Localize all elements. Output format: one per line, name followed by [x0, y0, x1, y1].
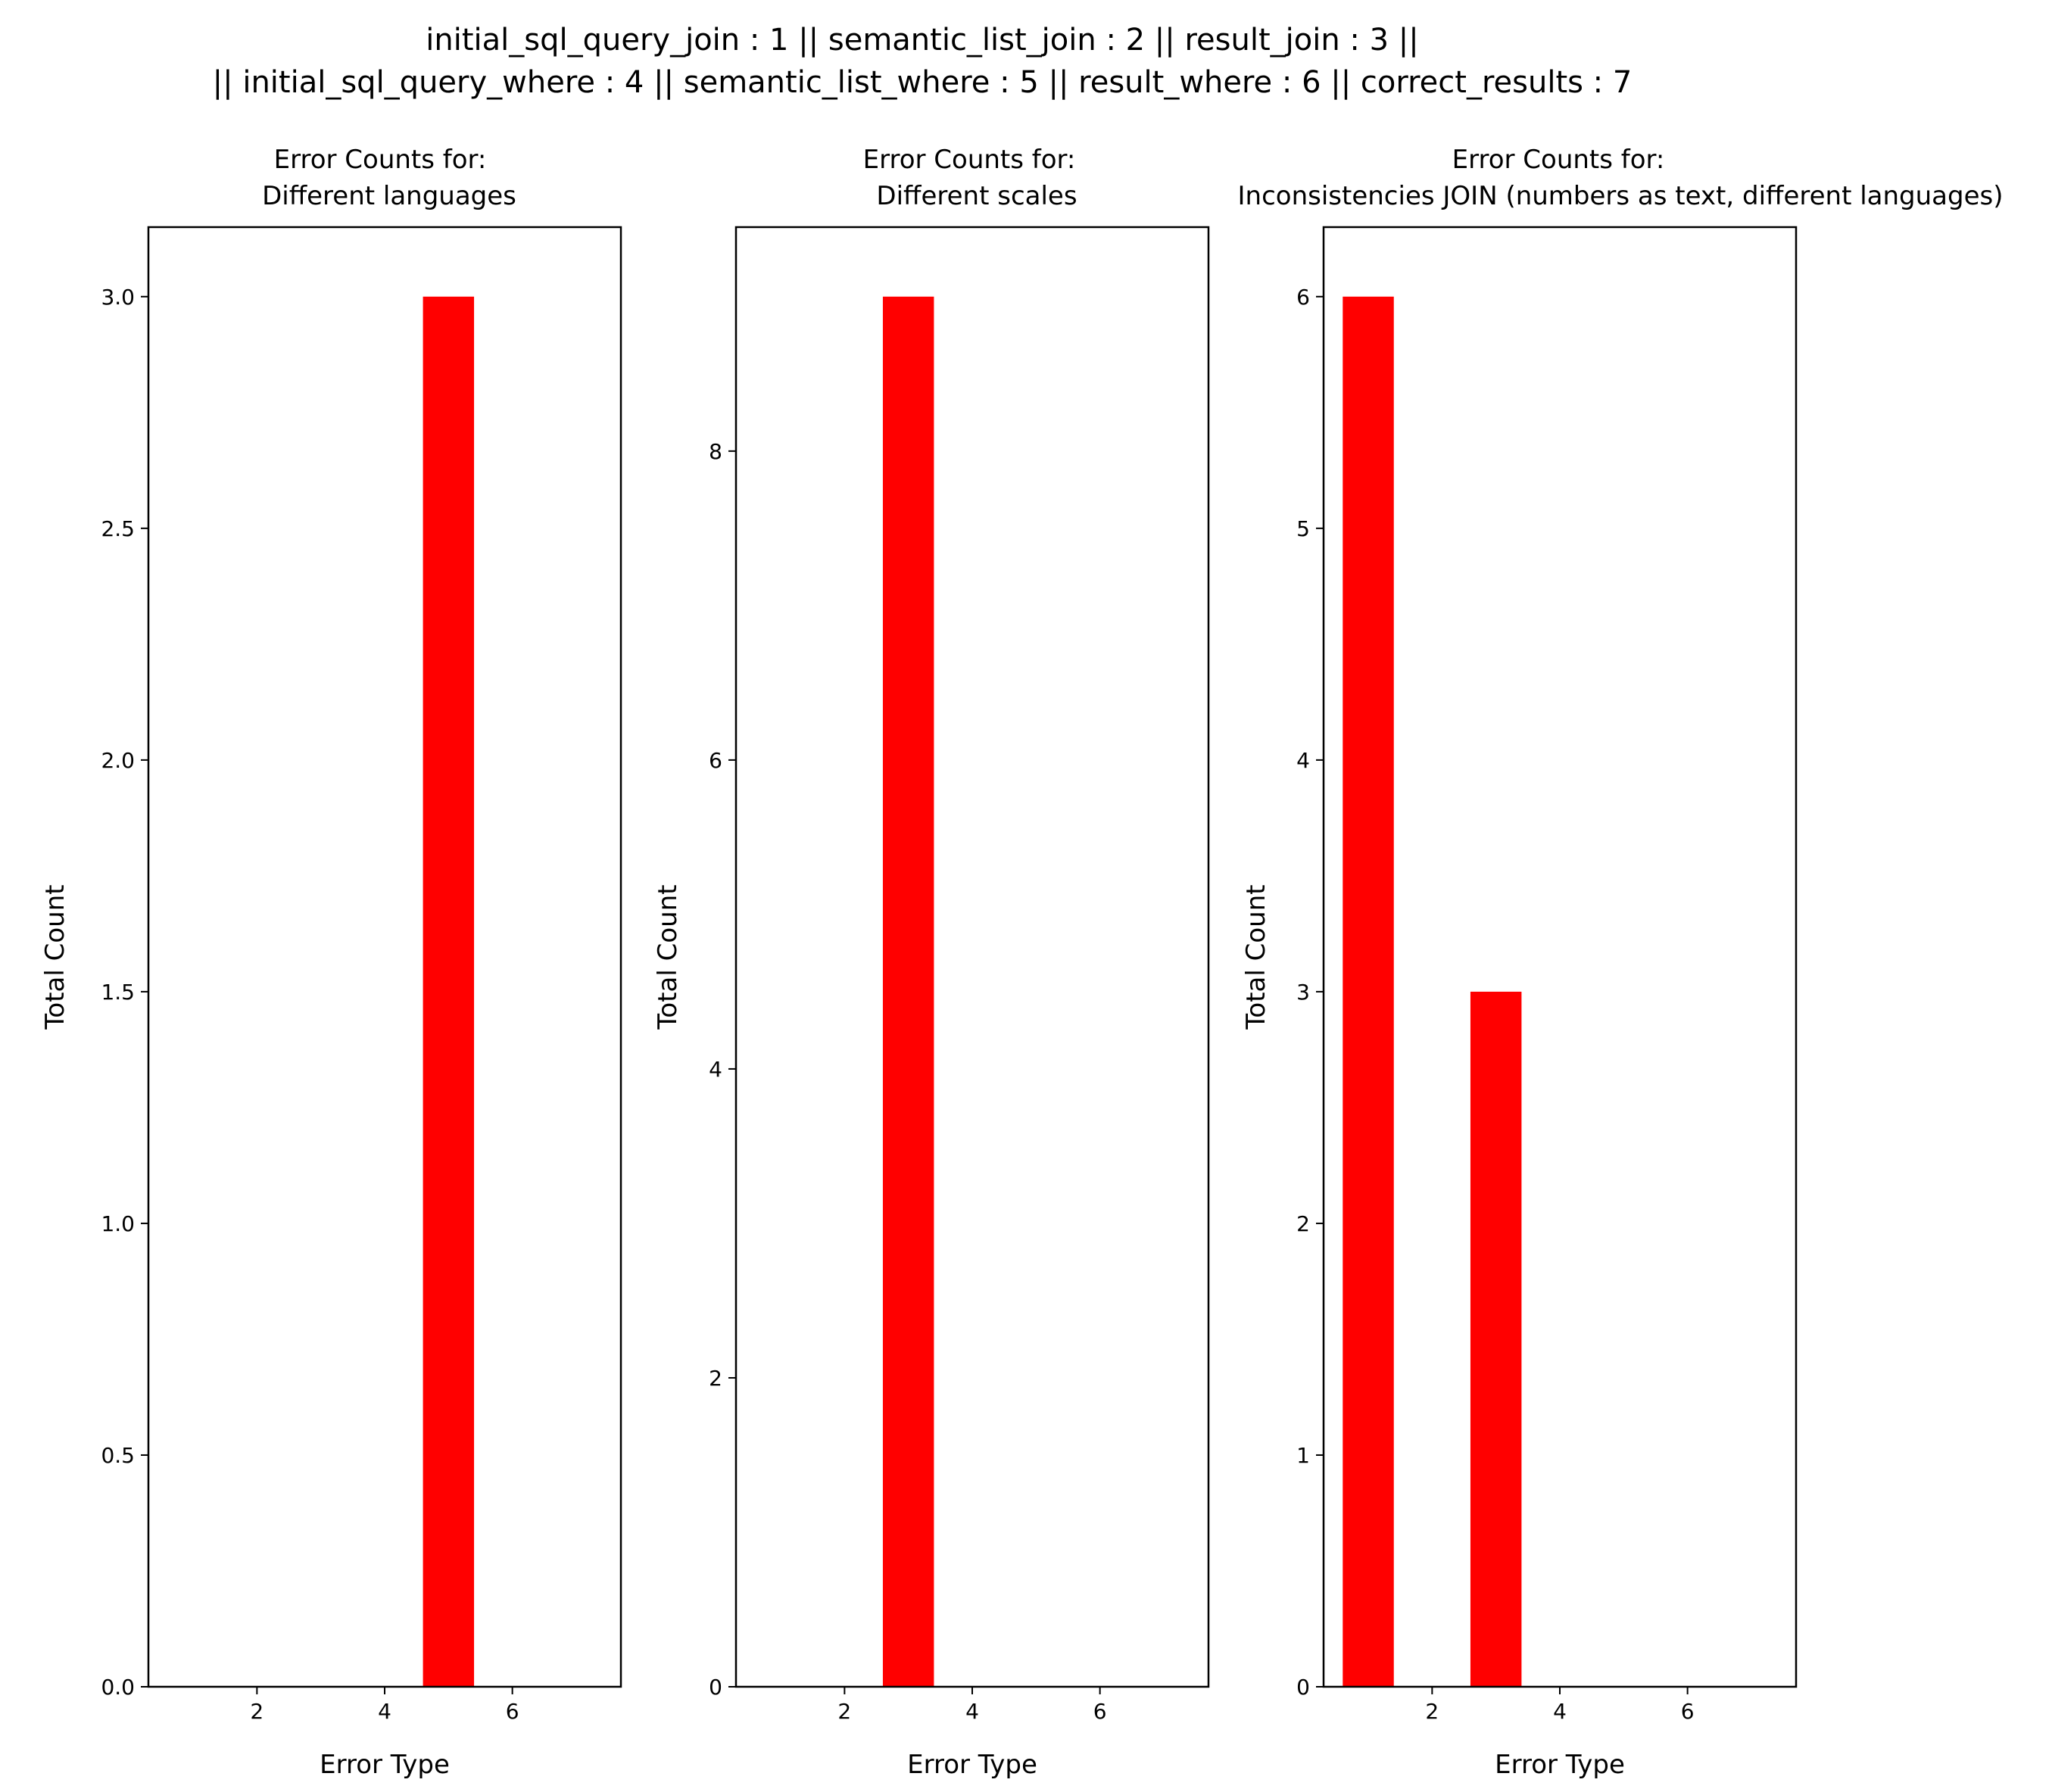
- subplot-1-x-tick-label: 4: [378, 1699, 391, 1724]
- subplot-3-y-tick-label: 1: [1296, 1443, 1310, 1468]
- subplot-3-y-axis-label: Total Count: [1241, 884, 1271, 1030]
- subplot-2-y-axis-label: Total Count: [653, 884, 683, 1030]
- subplot-1-y-axis-label: Total Count: [40, 884, 70, 1030]
- subplot-2-bar-3: [882, 296, 934, 1687]
- subplot-3-plot-area: 2 4 6 0 1 2 3 4 5 6: [1296, 226, 1798, 1724]
- subplot-3-bar-1: [1343, 296, 1394, 1687]
- subplot-2-title-line-2: Different scales: [876, 181, 1077, 211]
- subplot-2-x-axis-label: Error Type: [907, 1750, 1037, 1780]
- subplot-2-x-tick-label: 2: [837, 1699, 851, 1724]
- subplot-2-y-tick-label: 0: [709, 1675, 722, 1700]
- subplot-3: Error Counts for: Inconsistencies JOIN (…: [1238, 145, 2004, 1780]
- subplot-3-x-axis-label: Error Type: [1495, 1750, 1625, 1780]
- subplot-1-y-tick-label: 2.0: [101, 748, 135, 773]
- subplot-1-y-tick-label: 2.5: [101, 516, 135, 541]
- subplot-1-title-line-1: Error Counts for:: [274, 145, 487, 175]
- subplot-1-y-tick-label: 0.0: [101, 1675, 135, 1700]
- subplot-2-y-tick-label: 2: [709, 1366, 722, 1391]
- subplot-1-y-tick-label: 3.0: [101, 285, 135, 310]
- subplot-1-axes-frame: [147, 226, 622, 1688]
- subplot-1-plot-area: 2 4 6 0.0 0.5 1.0 1.5 2.0 2.5 3.0: [101, 226, 622, 1724]
- suptitle-line-1: initial_sql_query_join : 1 || semantic_l…: [426, 23, 1418, 58]
- subplot-1-x-tick-label: 2: [250, 1699, 264, 1724]
- subplot-3-y-tick-label: 0: [1296, 1675, 1310, 1700]
- subplot-1-bar-5: [423, 296, 475, 1687]
- subplot-2-plot-area: 2 4 6 0 2 4 6 8: [709, 226, 1210, 1724]
- subplot-3-y-tick-label: 4: [1296, 748, 1310, 773]
- subplot-2-x-tick-label: 4: [965, 1699, 979, 1724]
- subplot-1-y-tick-label: 1.5: [101, 980, 135, 1005]
- subplot-1-title-line-2: Different languages: [262, 181, 516, 211]
- subplot-2-title-line-1: Error Counts for:: [863, 145, 1076, 175]
- subplot-3-y-tick-label: 5: [1296, 516, 1310, 541]
- subplot-3-y-tick-label: 3: [1296, 980, 1310, 1005]
- subplot-2: Error Counts for: Different scales Error…: [653, 145, 1210, 1780]
- subplot-1: Error Counts for: Different languages Er…: [40, 145, 622, 1780]
- subplot-3-x-tick-label: 2: [1425, 1699, 1439, 1724]
- subplot-2-y-tick-label: 4: [709, 1057, 722, 1082]
- subplot-2-y-tick-label: 8: [709, 439, 722, 464]
- suptitle-line-2: || initial_sql_query_where : 4 || semant…: [213, 65, 1633, 100]
- subplot-3-axes-frame: [1322, 226, 1798, 1688]
- subplot-3-x-tick-label: 4: [1553, 1699, 1567, 1724]
- subplot-2-y-tick-label: 6: [709, 748, 722, 773]
- subplot-3-title-line-2: Inconsistencies JOIN (numbers as text, d…: [1238, 181, 2004, 211]
- subplot-1-x-axis-label: Error Type: [320, 1750, 450, 1780]
- subplot-3-y-tick-label: 6: [1296, 285, 1310, 310]
- subplot-3-x-tick-label: 6: [1681, 1699, 1695, 1724]
- subplot-2-x-tick-label: 6: [1093, 1699, 1107, 1724]
- subplot-1-y-tick-label: 0.5: [101, 1443, 135, 1468]
- subplot-3-bar-3: [1470, 991, 1522, 1687]
- subplot-3-y-tick-label: 2: [1296, 1211, 1310, 1236]
- subplot-1-y-tick-label: 1.0: [101, 1211, 135, 1236]
- subplot-1-x-tick-label: 6: [506, 1699, 519, 1724]
- subplot-3-title-line-1: Error Counts for:: [1452, 145, 1665, 175]
- subplot-2-axes-frame: [734, 226, 1210, 1688]
